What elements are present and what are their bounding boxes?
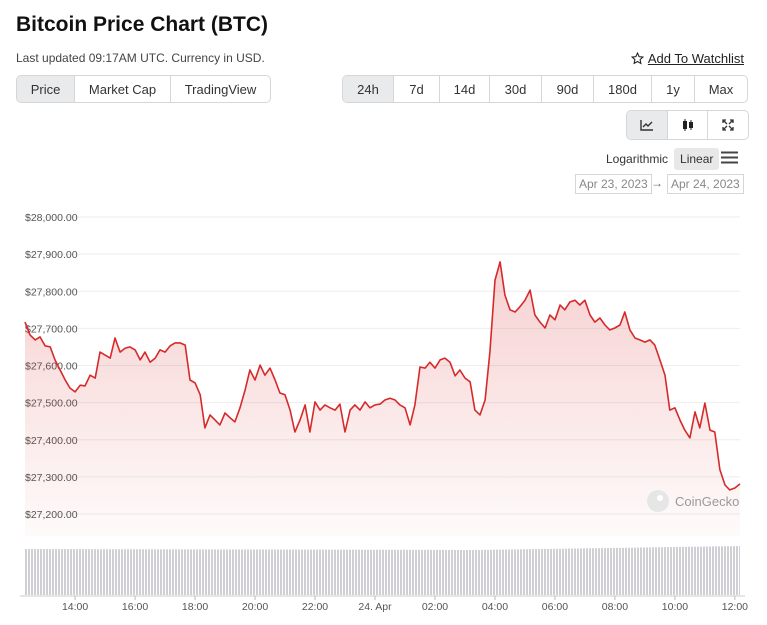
watermark-text: CoinGecko: [675, 493, 740, 509]
x-tick-label: 14:00: [62, 601, 88, 613]
date-arrow: →: [651, 176, 663, 190]
tab-button[interactable]: TradingView: [184, 81, 257, 97]
y-tick-label: $28,000.00: [25, 212, 78, 224]
tab-group: Price Market Cap TradingView: [16, 75, 271, 103]
scale-option[interactable]: Logarithmic: [606, 152, 669, 166]
x-tick-label: 12:00: [722, 601, 748, 613]
menu-icon[interactable]: [721, 151, 738, 164]
chart-type-group: [626, 110, 749, 140]
fullscreen-button[interactable]: [708, 111, 748, 139]
y-tick-label: $27,900.00: [25, 249, 78, 261]
range-button[interactable]: 7d: [394, 76, 440, 102]
date-to[interactable]: Apr 24, 2023: [667, 174, 744, 194]
scale-option[interactable]: Linear: [674, 148, 720, 170]
range-button[interactable]: 90d: [542, 76, 594, 102]
volume-bars: [25, 546, 740, 595]
tab-button[interactable]: Price: [17, 76, 75, 102]
y-tick-label: $27,800.00: [25, 286, 78, 298]
y-tick-label: $27,700.00: [25, 323, 78, 335]
x-tick-label: 18:00: [182, 601, 208, 613]
price-area: [25, 261, 740, 536]
x-tick-label: 24. Apr: [358, 601, 392, 613]
x-tick-label: 04:00: [482, 601, 508, 613]
x-tick-label: 08:00: [602, 601, 628, 613]
tab-button[interactable]: Market Cap: [75, 76, 171, 102]
range-button[interactable]: 14d: [440, 76, 490, 102]
scale-toggle: Logarithmic Linear: [600, 148, 720, 170]
expand-icon: [722, 119, 734, 131]
date-from[interactable]: Apr 23, 2023: [575, 174, 652, 194]
range-group: 24h 7d 14d 30d 90d 180d 1y Max: [342, 75, 748, 103]
range-button[interactable]: Max: [708, 81, 734, 97]
watermark-logo: [647, 490, 669, 512]
x-tick-label: 16:00: [122, 601, 148, 613]
range-button[interactable]: 180d: [594, 76, 652, 102]
range-button[interactable]: 1y: [652, 76, 695, 102]
watchlist-link[interactable]: Add To Watchlist: [630, 51, 744, 66]
price-line: [24, 261, 741, 491]
watermark: CoinGecko: [646, 489, 739, 513]
title: Bitcoin Price Chart (BTC): [16, 13, 269, 36]
watchlist-text: Add To Watchlist: [647, 51, 744, 66]
line-chart-button[interactable]: [627, 111, 668, 139]
range-button[interactable]: 24h: [343, 76, 394, 102]
subtitle: Last updated 09:17AM UTC. Currency in US…: [16, 51, 265, 65]
x-tick-label: 10:00: [662, 601, 688, 613]
x-tick-label: 06:00: [542, 601, 568, 613]
candle-icon: [682, 119, 693, 131]
x-tick-label: 20:00: [242, 601, 268, 613]
x-tick-label: 22:00: [302, 601, 328, 613]
candle-chart-button[interactable]: [668, 111, 708, 139]
range-button[interactable]: 30d: [490, 76, 542, 102]
line-icon: [640, 120, 653, 131]
x-tick-label: 02:00: [422, 601, 448, 613]
star-icon: [630, 52, 644, 65]
